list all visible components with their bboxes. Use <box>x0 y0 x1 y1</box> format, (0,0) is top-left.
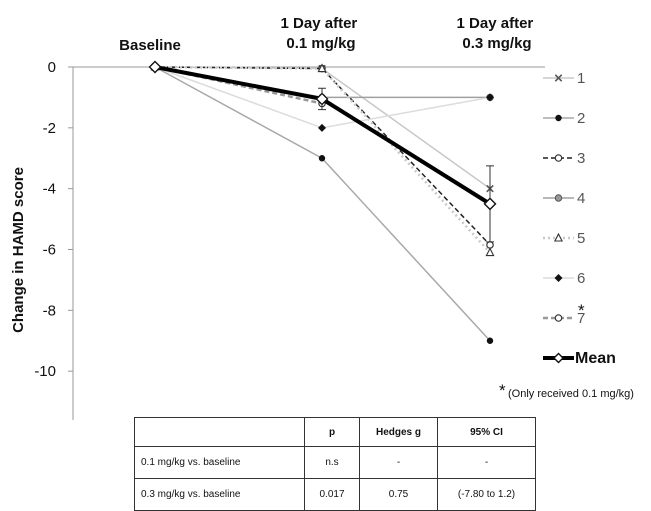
marker-open-circle <box>554 314 563 322</box>
legend-label: 6 <box>577 270 585 287</box>
table-cell-ci: (-7.80 to 1.2) <box>437 478 536 511</box>
legend-label: 5 <box>577 230 585 247</box>
marker-open-circle <box>486 241 494 249</box>
series-line <box>154 65 492 206</box>
series-line <box>154 65 491 254</box>
marker-diamond <box>554 274 563 282</box>
y-axis-title: Change in HAMD score <box>10 167 27 333</box>
table-cell-p: n.s <box>304 446 360 479</box>
marker-grey-circle <box>554 194 563 202</box>
footnote: * (Only received 0.1 mg/kg) <box>499 381 634 400</box>
marker-x <box>554 74 563 82</box>
table-row: 0.1 mg/kg vs. baseline n.s - - <box>134 446 536 479</box>
marker-open-diamond <box>483 197 497 211</box>
legend: 1 2 3 4 5 6 7* Mean <box>543 70 616 367</box>
column-headers: Baseline 1 Day after 0.1 mg/kg 1 Day aft… <box>119 15 538 54</box>
table-cell-hedges-g: - <box>359 446 438 479</box>
legend-item: 2 <box>543 110 585 127</box>
legend-item: 3 <box>543 150 585 167</box>
series-layer <box>148 60 497 344</box>
table-cell-label: 0.3 mg/kg vs. baseline <box>134 478 305 511</box>
x-category-baseline: Baseline <box>119 37 181 54</box>
series-mean <box>148 60 497 243</box>
legend-item: Mean <box>543 350 616 367</box>
x-category-0-1-mg: 1 Day after 0.1 mg/kg <box>281 15 362 52</box>
x-category-0-3-mg: 1 Day after 0.3 mg/kg <box>457 15 538 52</box>
legend-asterisk: * <box>578 301 585 320</box>
table-header-ci: 95% CI <box>437 417 536 447</box>
footnote-star: * <box>499 381 506 400</box>
table-cell-label: 0.1 mg/kg vs. baseline <box>134 446 305 479</box>
table-header-hedges-g: Hedges g <box>359 417 438 447</box>
table-header-row: p Hedges g 95% CI <box>134 417 536 447</box>
legend-item: 5 <box>543 230 585 247</box>
marker-open-diamond <box>148 60 162 74</box>
marker-circle <box>555 114 562 122</box>
stats-table: p Hedges g 95% CI 0.1 mg/kg vs. baseline… <box>134 417 536 511</box>
marker-open-circle <box>554 154 563 162</box>
legend-item: 7* <box>543 301 585 327</box>
table-header-blank <box>134 417 305 447</box>
legend-label: 4 <box>577 190 585 207</box>
y-tick-label: -6 <box>43 242 56 259</box>
table-header-p: p <box>304 417 360 447</box>
legend-item: 6 <box>543 270 585 287</box>
marker-circle <box>318 155 326 162</box>
marker-triangle <box>485 247 495 257</box>
marker-triangle <box>553 232 564 242</box>
marker-open-diamond <box>553 352 564 364</box>
y-tick-label: -8 <box>43 302 56 319</box>
legend-label: 3 <box>577 150 585 167</box>
table-row: 0.3 mg/kg vs. baseline 0.017 0.75 (-7.80… <box>134 478 536 511</box>
y-tick-label: 0 <box>48 59 56 76</box>
legend-item: 1 <box>543 70 585 87</box>
table-cell-hedges-g: 0.75 <box>359 478 438 511</box>
table-cell-ci: - <box>437 446 536 479</box>
marker-circle <box>486 337 494 344</box>
y-tick-label: -10 <box>34 363 56 380</box>
legend-label: 1 <box>577 70 585 87</box>
marker-diamond <box>318 123 326 132</box>
footnote-text: (Only received 0.1 mg/kg) <box>508 388 634 400</box>
legend-label: 7 <box>577 310 585 327</box>
legend-item: 4 <box>543 190 585 207</box>
table-cell-p: 0.017 <box>304 478 360 511</box>
series-line <box>154 66 491 246</box>
y-tick-label: -2 <box>43 120 56 137</box>
legend-label: 2 <box>577 110 585 127</box>
hamd-line-chart: Baseline 1 Day after 0.1 mg/kg 1 Day aft… <box>10 15 634 420</box>
y-tick-label: -4 <box>43 181 56 198</box>
marker-diamond <box>486 93 494 102</box>
legend-label: Mean <box>575 350 616 367</box>
marker-triangle <box>317 63 327 73</box>
marker-open-diamond <box>315 92 329 106</box>
y-axis: 0-2-4-6-8-10-12 <box>34 59 545 420</box>
